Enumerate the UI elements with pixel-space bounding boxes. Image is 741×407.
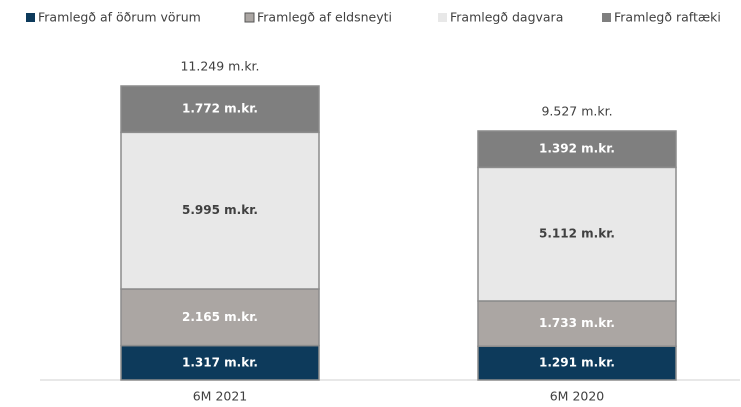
bar-segment (120, 131, 320, 290)
data-label: 2.165 m.kr. (182, 310, 258, 324)
total-label: 9.527 m.kr. (541, 104, 612, 119)
data-label: 1.291 m.kr. (539, 356, 615, 370)
data-label: 1.317 m.kr. (182, 355, 258, 369)
data-label: 5.112 m.kr. (539, 227, 615, 241)
x-tick-label: 6M 2020 (550, 389, 605, 404)
bar-segment (477, 345, 677, 381)
total-label: 11.249 m.kr. (180, 59, 259, 74)
bar-segment (477, 166, 677, 302)
legend-swatch (602, 13, 611, 22)
legend-swatch (244, 12, 255, 23)
bar-segment (477, 130, 677, 169)
legend-label: Framlegð af eldsneyti (257, 10, 392, 25)
data-label: 1.392 m.kr. (539, 142, 615, 156)
legend-label: Framlegð af öðrum vörum (38, 10, 201, 25)
data-label: 1.733 m.kr. (539, 316, 615, 330)
legend-swatch (438, 13, 447, 22)
bar-segment (477, 300, 677, 348)
legend-label: Framlegð raftæki (614, 10, 721, 25)
data-label: 1.772 m.kr. (182, 102, 258, 116)
x-tick-label: 6M 2021 (193, 389, 248, 404)
bar-segment (120, 85, 320, 134)
bar-segment (120, 288, 320, 347)
legend-label: Framlegð dagvara (450, 10, 563, 25)
legend-swatch (26, 13, 35, 22)
data-label: 5.995 m.kr. (182, 203, 258, 217)
bar-segment (120, 344, 320, 381)
